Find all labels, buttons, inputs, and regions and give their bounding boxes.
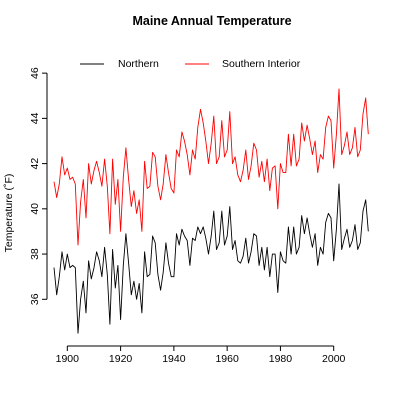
legend-label-northern: Northern bbox=[118, 58, 159, 70]
y-tick-label-40: 40 bbox=[29, 203, 41, 215]
series-layer bbox=[53, 88, 369, 334]
x-tick-label-1960: 1960 bbox=[215, 353, 239, 365]
y-tick-label-44: 44 bbox=[29, 112, 41, 124]
x-tick-label-2000: 2000 bbox=[322, 353, 346, 365]
y-tick-label-42: 42 bbox=[29, 158, 41, 170]
chart-title: Maine Annual Temperature bbox=[132, 14, 291, 28]
x-tick-label-1980: 1980 bbox=[269, 353, 293, 365]
legend-label-southern-interior: Southern Interior bbox=[222, 58, 301, 70]
y-tick-label-36: 36 bbox=[29, 293, 41, 305]
series-line-southern-interior bbox=[53, 88, 369, 246]
x-tick-label-1940: 1940 bbox=[162, 353, 186, 365]
y-tick-label-38: 38 bbox=[29, 248, 41, 260]
y-axis-label: Temperature (˚F) bbox=[3, 174, 15, 253]
x-tick-label-1920: 1920 bbox=[109, 353, 133, 365]
x-tick-label-1900: 1900 bbox=[56, 353, 80, 365]
legend: Northern Southern Interior bbox=[80, 58, 301, 70]
axes: 1900 1920 1940 1960 1980 2000 36 38 40 42 44 46 bbox=[29, 67, 346, 365]
y-tick-label-46: 46 bbox=[29, 67, 41, 79]
series-line-northern bbox=[53, 183, 369, 334]
